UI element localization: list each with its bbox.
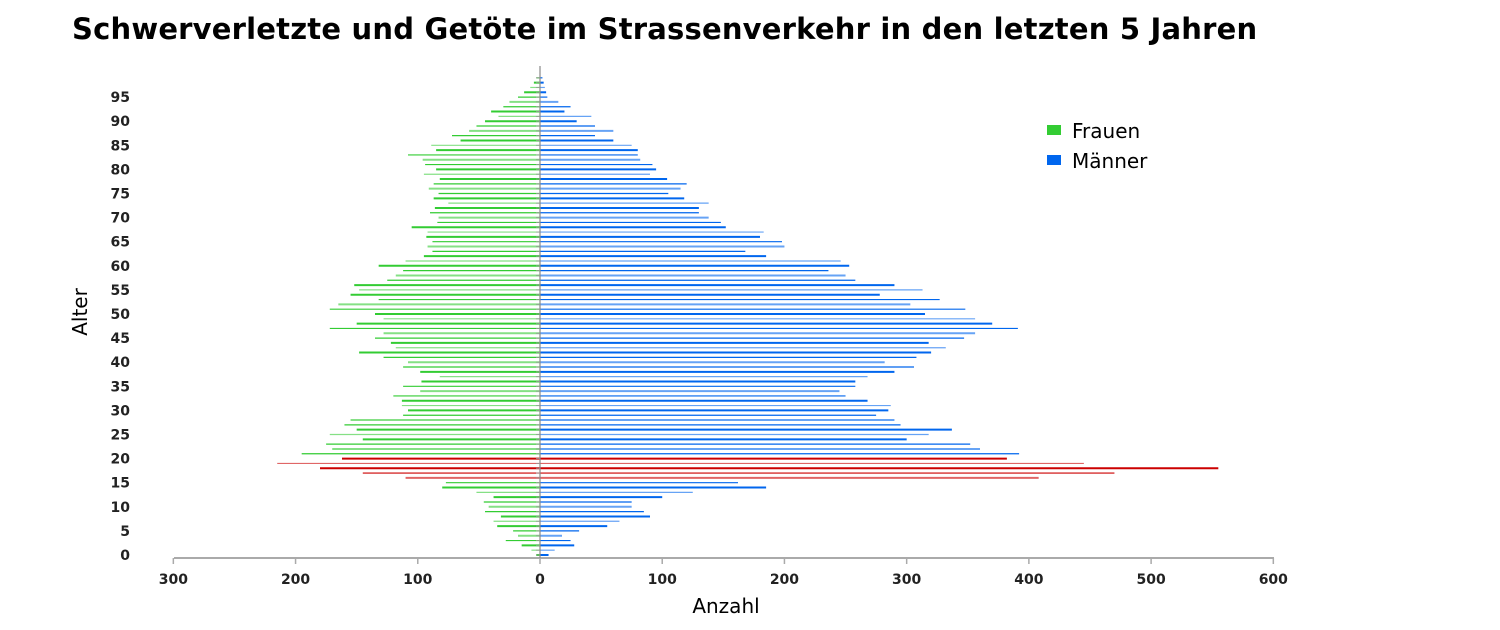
bars-group	[277, 77, 1219, 556]
legend-label-maenner: Männer	[1072, 149, 1148, 173]
x-tick-label: 600	[1259, 572, 1288, 588]
y-tick-label: 45	[111, 331, 130, 347]
x-ticks-group: 300 200 100 0 100 200 300 400 500 600	[159, 558, 1288, 588]
y-tick-label: 10	[111, 500, 131, 516]
legend-swatch-maenner	[1047, 155, 1061, 165]
legend: Frauen Männer	[1047, 119, 1148, 173]
x-tick-label: 400	[1014, 572, 1043, 588]
y-tick-label: 50	[111, 307, 131, 323]
legend-swatch-frauen	[1047, 125, 1061, 135]
y-tick-label: 70	[111, 211, 131, 227]
y-tick-label: 35	[111, 379, 130, 395]
legend-label-frauen: Frauen	[1072, 119, 1140, 143]
x-tick-label: 100	[403, 572, 432, 588]
y-tick-label: 0	[120, 548, 130, 564]
x-tick-label: 200	[281, 572, 310, 588]
y-tick-label: 15	[111, 476, 130, 492]
y-tick-label: 80	[111, 162, 131, 178]
chart-title: Schwerverletzte und Getöte im Strassenve…	[72, 12, 1258, 46]
x-tick-label: 300	[892, 572, 921, 588]
y-tick-label: 85	[111, 138, 130, 154]
x-tick-label: 200	[770, 572, 799, 588]
x-tick-label: 300	[159, 572, 188, 588]
x-tick-label: 100	[648, 572, 677, 588]
y-tick-label: 30	[111, 403, 131, 419]
y-ticks-group: 0 5 10 15 20 25 30 35 40 45 50 55 60 65 70 75 80 85 90 95	[111, 77, 540, 564]
y-tick-label: 5	[120, 524, 130, 540]
y-tick-label: 90	[111, 114, 131, 130]
y-tick-label: 95	[111, 90, 130, 106]
y-tick-label: 75	[111, 187, 130, 203]
axes-group	[174, 66, 1274, 559]
y-axis-title: Alter	[68, 287, 92, 335]
y-tick-label: 20	[111, 452, 131, 468]
y-tick-label: 60	[111, 259, 131, 275]
y-tick-label: 25	[111, 428, 130, 444]
y-tick-label: 40	[111, 355, 131, 371]
y-tick-label: 65	[111, 235, 130, 251]
x-tick-label: 0	[535, 572, 545, 588]
x-tick-label: 500	[1136, 572, 1165, 588]
y-tick-label: 55	[111, 283, 130, 299]
x-axis-title: Anzahl	[692, 594, 759, 618]
